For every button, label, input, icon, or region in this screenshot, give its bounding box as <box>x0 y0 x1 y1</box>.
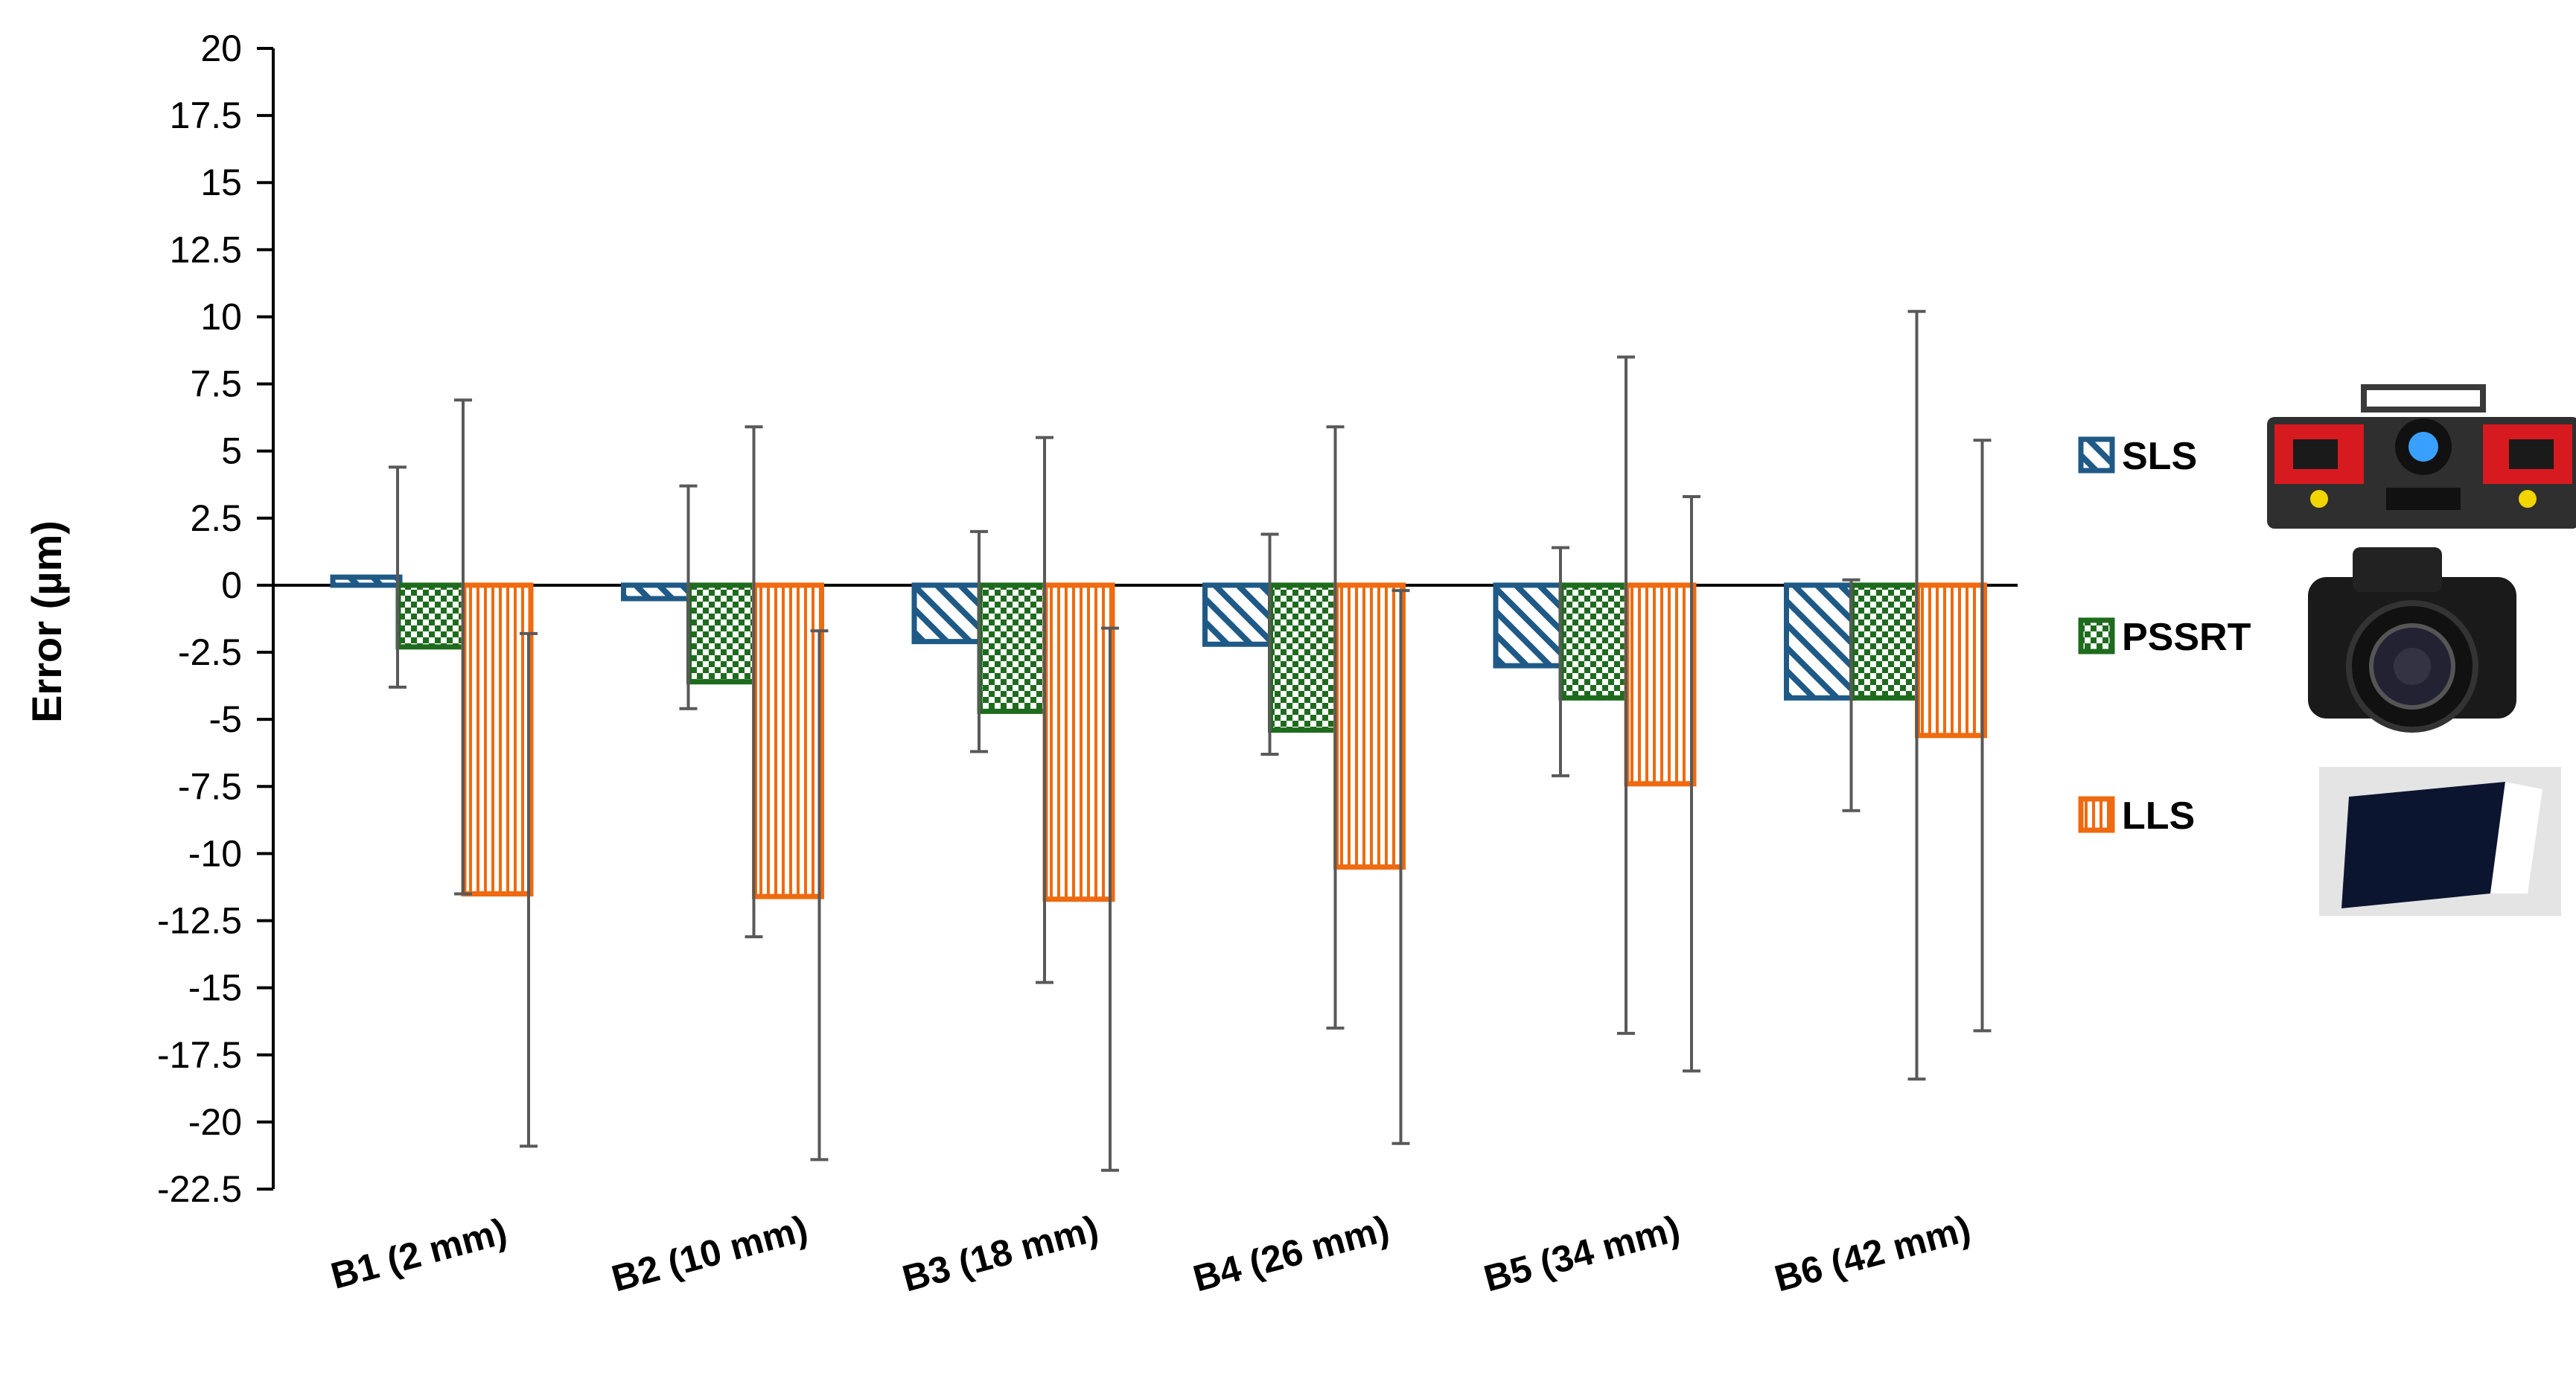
bar-lls-4 <box>1333 582 1406 870</box>
bar-pssrt-3 <box>977 582 1050 714</box>
y-tick-label: -22.5 <box>157 1168 242 1210</box>
y-tick-label: 0 <box>221 564 242 606</box>
y-tick-label: 5 <box>221 430 242 472</box>
bar-lls-3 <box>1042 582 1115 902</box>
legend-swatch-sls <box>2078 436 2115 474</box>
error-bars <box>389 310 1992 1172</box>
x-tick-label: B6 (42 mm) <box>1770 1208 1975 1300</box>
y-tick-label: 10 <box>200 296 242 337</box>
bar-sls-1 <box>330 574 403 588</box>
y-tick-label: 20 <box>200 28 242 69</box>
y-tick-label: 15 <box>200 162 242 203</box>
bar-pssrt-1 <box>395 582 468 650</box>
legend-swatch-pssrt <box>2078 617 2115 654</box>
y-tick-label: -12.5 <box>157 900 242 942</box>
y-tick-label: -20 <box>188 1101 242 1143</box>
bar-pssrt-6 <box>1849 582 1922 701</box>
y-tick-label: 7.5 <box>190 363 242 405</box>
y-tick-label: -2.5 <box>178 631 242 673</box>
bar-sls-5 <box>1493 582 1566 669</box>
bar-lls-1 <box>461 582 534 896</box>
bar-pssrt-5 <box>1558 582 1631 701</box>
camera-picture <box>2308 547 2516 733</box>
y-tick-label: 12.5 <box>170 229 242 270</box>
bar-lls-6 <box>1915 582 1987 739</box>
bar-sls-4 <box>1202 582 1275 647</box>
bar-sls-6 <box>1784 582 1856 701</box>
y-axis-label: Error (µm) <box>23 520 70 723</box>
y-tick-label: -17.5 <box>157 1034 242 1076</box>
legend-label-sls: SLS <box>2122 435 2197 478</box>
y-tick-label: -10 <box>188 832 242 874</box>
y-tick-label: -5 <box>209 698 242 740</box>
sls-scanner-picture <box>2267 384 2576 529</box>
x-tick-label: B4 (26 mm) <box>1189 1208 1394 1300</box>
legend-label-lls: LLS <box>2122 794 2195 838</box>
bar-sls-3 <box>911 582 984 645</box>
bars <box>330 574 1987 902</box>
y-tick-label: 2.5 <box>190 497 242 539</box>
x-tick-label: B3 (18 mm) <box>898 1208 1103 1300</box>
y-tick-label: 17.5 <box>170 95 242 136</box>
legend-label-pssrt: PSSRT <box>2122 616 2251 659</box>
x-tick-label: B5 (34 mm) <box>1479 1208 1684 1300</box>
x-tick-label: B1 (2 mm) <box>327 1210 511 1297</box>
axes <box>257 47 2018 1191</box>
bar-pssrt-2 <box>686 582 759 685</box>
bar-lls-5 <box>1624 582 1697 787</box>
legend: SLS PSSRT LLS <box>2078 435 2251 838</box>
y-tick-label: -7.5 <box>178 765 242 807</box>
x-tick-label: B2 (10 mm) <box>608 1208 812 1300</box>
legend-swatch-lls <box>2078 796 2115 833</box>
y-tick-label: -15 <box>188 967 242 1009</box>
laser-scanner-picture <box>2319 767 2561 916</box>
bar-sls-2 <box>621 582 693 602</box>
bar-pssrt-4 <box>1268 582 1340 733</box>
